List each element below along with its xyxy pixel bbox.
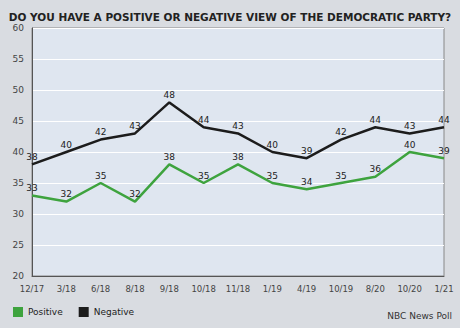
svg-text:32: 32 bbox=[61, 189, 72, 199]
svg-text:1/21: 1/21 bbox=[434, 284, 453, 294]
svg-text:8/20: 8/20 bbox=[366, 284, 385, 294]
svg-text:33: 33 bbox=[26, 183, 37, 193]
svg-text:35: 35 bbox=[198, 171, 209, 181]
svg-text:39: 39 bbox=[301, 146, 313, 156]
svg-text:35: 35 bbox=[95, 171, 106, 181]
svg-text:8/18: 8/18 bbox=[125, 284, 144, 294]
svg-text:43: 43 bbox=[232, 121, 243, 131]
svg-text:12/17: 12/17 bbox=[20, 284, 45, 294]
svg-text:11/18: 11/18 bbox=[226, 284, 251, 294]
svg-text:3/18: 3/18 bbox=[57, 284, 76, 294]
svg-text:10/19: 10/19 bbox=[329, 284, 354, 294]
svg-text:Negative: Negative bbox=[94, 307, 135, 317]
svg-text:35: 35 bbox=[267, 171, 278, 181]
svg-text:38: 38 bbox=[232, 152, 244, 162]
svg-text:50: 50 bbox=[13, 85, 25, 95]
svg-text:9/18: 9/18 bbox=[160, 284, 179, 294]
svg-text:34: 34 bbox=[301, 177, 313, 187]
svg-text:40: 40 bbox=[61, 140, 73, 150]
svg-text:1/19: 1/19 bbox=[263, 284, 282, 294]
svg-text:44: 44 bbox=[370, 115, 382, 125]
svg-text:6/18: 6/18 bbox=[91, 284, 110, 294]
svg-text:Positive: Positive bbox=[28, 307, 63, 317]
svg-text:36: 36 bbox=[370, 164, 382, 174]
svg-text:NBC News Poll: NBC News Poll bbox=[387, 311, 452, 321]
svg-text:40: 40 bbox=[13, 147, 25, 157]
svg-text:20: 20 bbox=[13, 271, 25, 281]
svg-text:40: 40 bbox=[267, 140, 279, 150]
svg-text:35: 35 bbox=[13, 178, 24, 188]
svg-text:38: 38 bbox=[26, 152, 38, 162]
svg-text:44: 44 bbox=[198, 115, 210, 125]
svg-text:42: 42 bbox=[95, 127, 106, 137]
svg-text:10/18: 10/18 bbox=[191, 284, 216, 294]
svg-text:10/20: 10/20 bbox=[397, 284, 422, 294]
svg-text:43: 43 bbox=[129, 121, 140, 131]
svg-text:39: 39 bbox=[438, 146, 450, 156]
svg-text:32: 32 bbox=[129, 189, 140, 199]
svg-text:45: 45 bbox=[13, 116, 24, 126]
svg-text:40: 40 bbox=[404, 140, 416, 150]
svg-text:DO YOU HAVE A POSITIVE OR NEGA: DO YOU HAVE A POSITIVE OR NEGATIVE VIEW … bbox=[9, 11, 451, 23]
svg-text:55: 55 bbox=[13, 54, 24, 64]
svg-text:4/19: 4/19 bbox=[297, 284, 316, 294]
svg-text:43: 43 bbox=[404, 121, 415, 131]
svg-text:38: 38 bbox=[164, 152, 176, 162]
svg-text:48: 48 bbox=[164, 90, 176, 100]
svg-text:35: 35 bbox=[335, 171, 346, 181]
svg-text:60: 60 bbox=[13, 23, 25, 33]
svg-text:30: 30 bbox=[13, 209, 25, 219]
svg-text:42: 42 bbox=[335, 127, 346, 137]
svg-text:44: 44 bbox=[438, 115, 450, 125]
svg-text:25: 25 bbox=[13, 240, 24, 250]
